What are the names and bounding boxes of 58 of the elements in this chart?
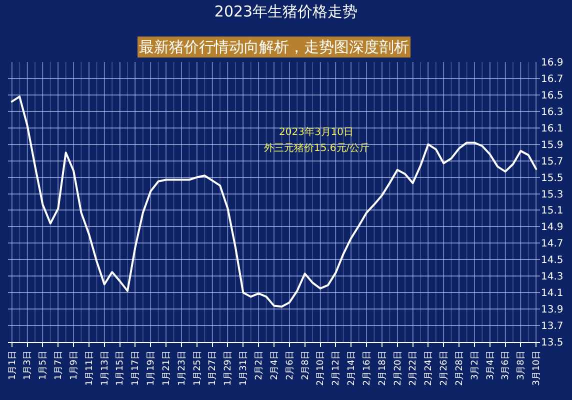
x-tick-label: 1月29日	[224, 350, 234, 386]
x-tick-label: 1月3日	[23, 350, 34, 380]
y-tick-label: 16.9	[541, 58, 564, 68]
x-tick-label: 1月13日	[100, 350, 110, 386]
x-tick-label: 2月10日	[316, 350, 326, 386]
y-tick-label: 16.5	[541, 90, 564, 102]
y-tick-label: 14.5	[541, 255, 564, 266]
x-tick-label: 2月18日	[378, 350, 388, 386]
x-tick-label: 1月23日	[177, 350, 188, 386]
x-tick-label: 2月26日	[440, 350, 450, 386]
x-tick-label: 1月25日	[192, 350, 203, 386]
x-tick-label: 3月2日	[470, 350, 480, 380]
x-tick-label: 2月20日	[393, 350, 404, 386]
x-tick-label: 2月12日	[332, 350, 342, 386]
x-tick-label: 2月24日	[424, 350, 434, 386]
x-tick-label: 1月15日	[116, 350, 126, 386]
x-tick-label: 2月28日	[454, 350, 465, 386]
x-tick-label: 1月31日	[239, 350, 250, 386]
x-tick-label: 2月2日	[254, 350, 265, 380]
line-series	[10, 96, 538, 308]
y-tick-label: 14.7	[541, 238, 564, 250]
x-tick-label: 3月4日	[486, 350, 496, 380]
y-tick-label: 13.7	[541, 321, 564, 332]
y-tick-label: 15.3	[541, 189, 564, 200]
y-tick-label: 13.9	[541, 304, 564, 316]
x-tick-label: 1月9日	[69, 350, 80, 380]
x-tick-label: 2月8日	[300, 350, 311, 380]
x-tick-label: 1月5日	[38, 350, 49, 380]
annotation: 外三元猪价15.6元/公斤	[264, 142, 370, 154]
x-tick-label: 2月16日	[362, 350, 372, 386]
y-tick-label: 15.9	[541, 140, 564, 151]
y-tick-label: 14.1	[541, 288, 564, 300]
x-tick-label: 2月14日	[347, 350, 358, 386]
chart-title: 2023年生猪价格走势	[214, 2, 358, 20]
y-tick-label: 13.5	[541, 338, 564, 348]
x-tick-label: 2月4日	[270, 350, 280, 380]
y-tick-label: 15.5	[541, 172, 564, 184]
x-tick-label: 1月21日	[162, 350, 172, 386]
y-tick-label: 16.1	[541, 123, 564, 134]
y-tick-label: 14.9	[541, 222, 564, 234]
x-tick-label: 1月11日	[84, 350, 95, 386]
x-tick-label: 1月27日	[208, 350, 218, 386]
x-tick-label: 1月1日	[8, 350, 18, 380]
x-tick-label: 2月6日	[285, 350, 296, 380]
y-tick-label: 16.7	[541, 74, 564, 85]
x-tick-label: 3月6日	[501, 350, 512, 380]
y-tick-label: 14.3	[541, 272, 564, 283]
y-tick-label: 15.1	[541, 206, 564, 217]
x-tick-label: 1月17日	[131, 350, 142, 386]
y-tick-label: 16.3	[541, 106, 564, 118]
annotation: 2023年3月10日	[279, 126, 354, 138]
x-tick-label: 1月19日	[146, 350, 157, 386]
x-tick-label: 3月10日	[532, 350, 542, 386]
x-tick-label: 1月7日	[54, 350, 64, 380]
x-tick-label: 2月22日	[408, 350, 419, 386]
x-tick-label: 3月8日	[516, 350, 527, 380]
text: 最新猪价行情动向解析，走势图深度剖析	[139, 38, 409, 56]
y-tick-label: 15.7	[541, 156, 564, 168]
